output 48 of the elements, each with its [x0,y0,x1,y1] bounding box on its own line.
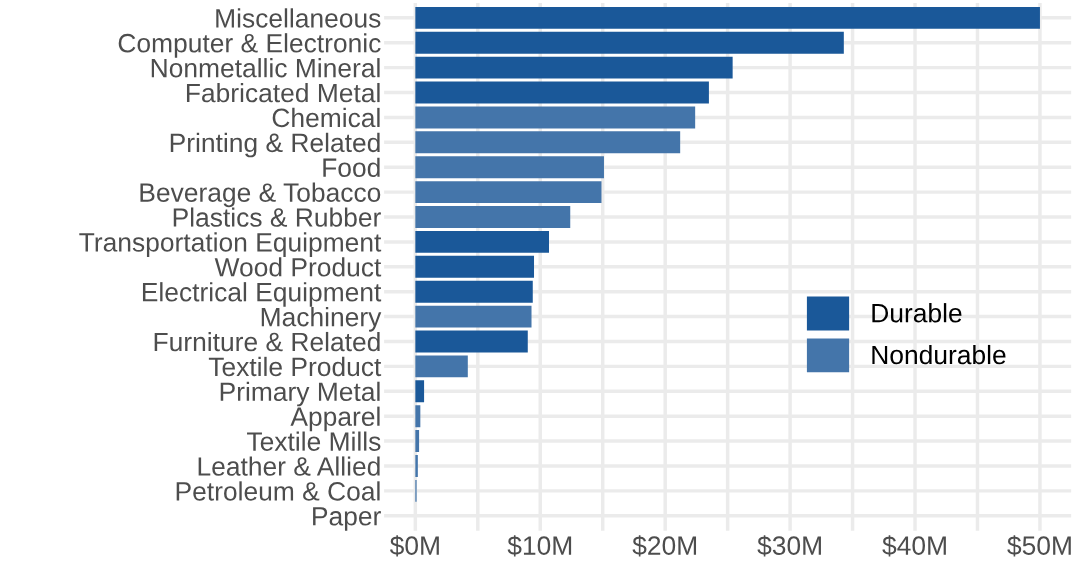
y-tick-label: Food [323,157,380,178]
y-tick-label: Printing & Related [170,132,380,158]
bar [415,31,844,54]
y-tick-label: Beverage & Tobacco [140,182,381,208]
y-tick-label: Machinery [261,307,382,332]
bar [415,230,550,253]
bar [415,131,681,154]
y-tick-label: Paper [313,507,381,531]
y-tick-label: Nonmetallic Mineral [151,58,380,78]
bar [415,81,709,104]
y-tick-label: Petroleum & Coal [176,481,380,501]
y-tick-label: Miscellaneous [216,8,381,28]
bar [415,206,571,228]
y-tick-label: Chemical [272,107,380,128]
x-tick-label: $30M [757,535,821,557]
y-tick-label: Fabricated Metal [186,82,380,103]
bar [415,305,532,328]
bar [415,380,425,403]
y-tick-label: Textile Product [208,356,382,377]
bar [415,455,418,477]
bar [415,156,604,179]
bar [415,430,420,453]
legend-label: Durable [872,303,962,323]
y-tick-label: Primary Metal [220,381,380,407]
y-tick-label: Plastics & Rubber [173,207,381,227]
y-tick-label: Apparel [290,406,380,432]
legend-label: Nondurable [872,344,1006,365]
bar [415,255,535,278]
x-tick-label: $20M [632,535,697,557]
bar [415,6,1040,29]
y-tick-label: Wood Product [214,257,382,277]
y-tick-label: Transportation Equipment [79,232,382,257]
bar [415,56,733,79]
bar [415,280,533,303]
x-tick-label: $10M [507,535,572,557]
x-tick-label: $50M [1007,535,1071,557]
y-tick-label: Electrical Equipment [142,282,382,307]
y-tick-label: Furniture & Related [154,331,380,352]
y-tick-label: Leather & Allied [198,456,380,476]
bar [415,330,528,353]
x-tick-label: $0M [389,535,439,557]
y-tick-label: Computer & Electronic [118,33,381,58]
y-tick-label: Textile Mills [247,431,381,451]
bar [415,355,468,378]
bar [415,106,696,129]
bar [415,405,421,428]
bar [415,181,602,204]
x-tick-label: $40M [882,535,946,557]
